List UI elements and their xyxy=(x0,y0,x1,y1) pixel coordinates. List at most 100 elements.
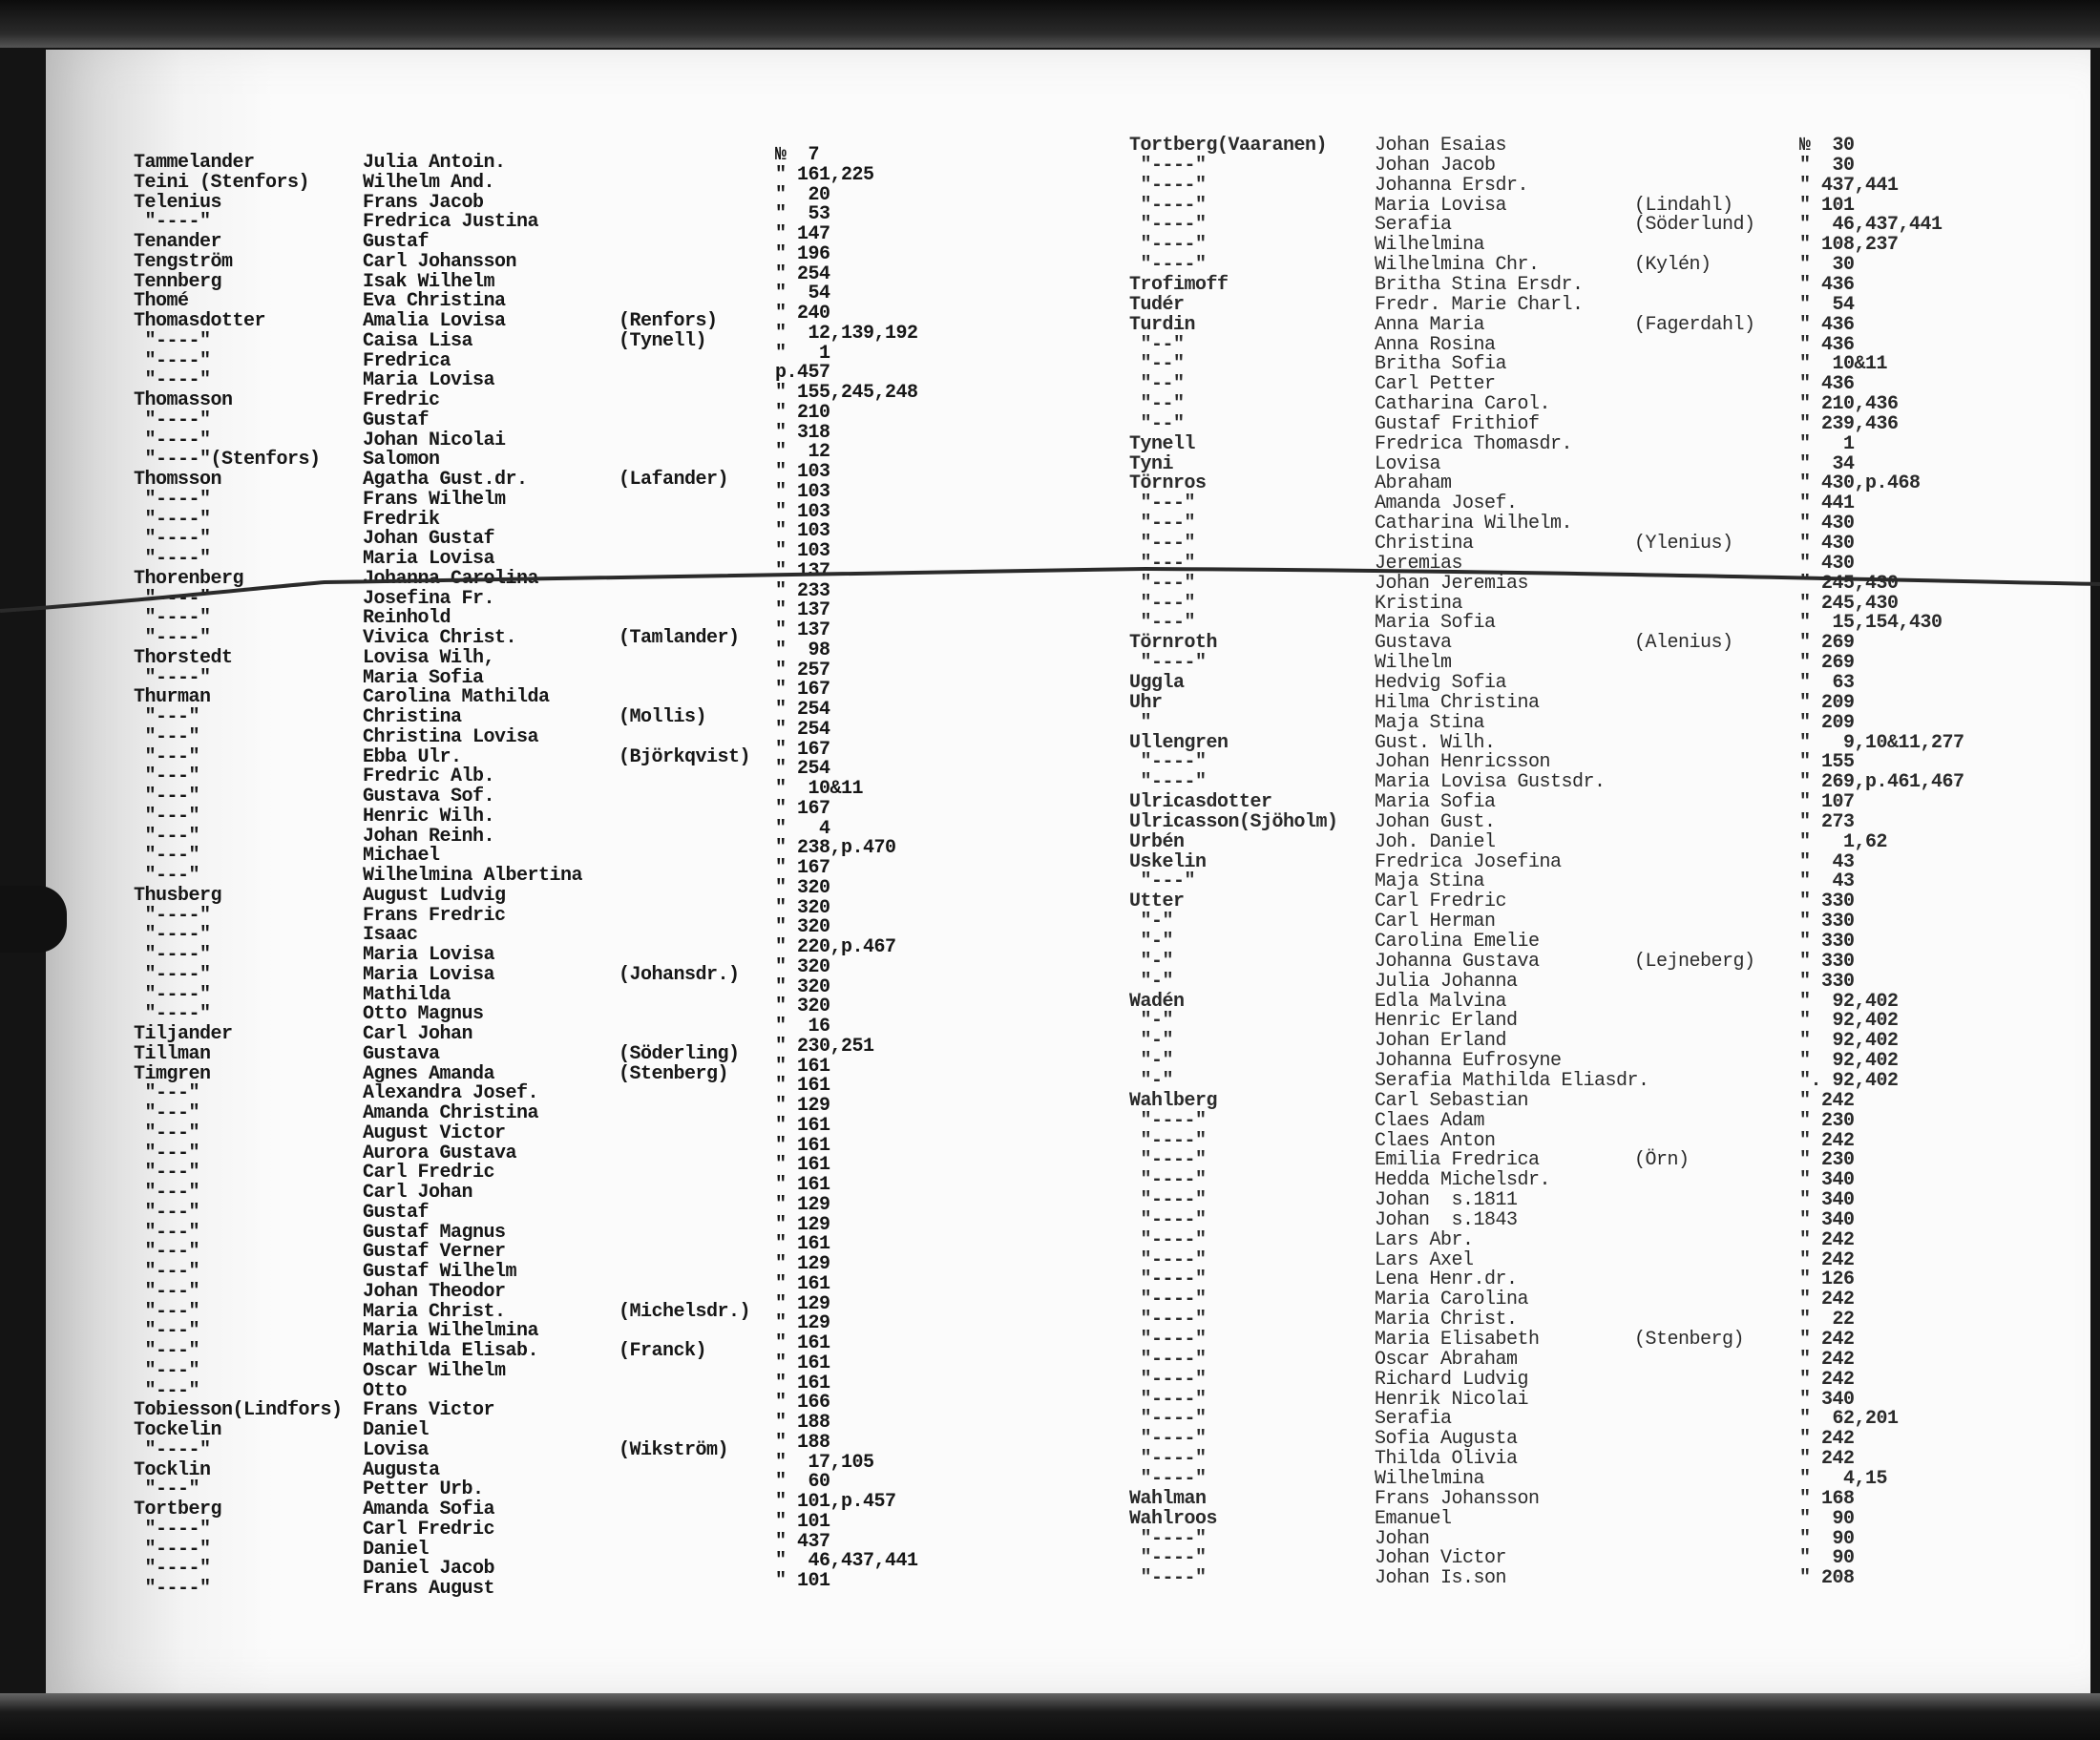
entry-surname: "---" xyxy=(1129,533,1196,555)
entry-ref: " 254 xyxy=(775,699,830,721)
entry-ref: " 46,437,441 xyxy=(1799,214,1942,237)
entry-surname: "---" xyxy=(134,1122,200,1144)
entry-given: Gust. Wilh. xyxy=(1375,731,1496,754)
entry-given: Daniel xyxy=(363,1419,430,1441)
entry-ref: " 12 xyxy=(775,441,830,464)
entry-surname: "----" xyxy=(1129,1428,1208,1451)
entry-ref: " 188 xyxy=(775,1431,830,1454)
entry-ref: " 60 xyxy=(775,1471,830,1494)
entry-given: Otto xyxy=(363,1379,408,1402)
entry-given: Agatha Gust.dr. xyxy=(363,469,528,491)
entry-ref: ". 92,402 xyxy=(1799,1069,1899,1092)
entry-ref: " 330 xyxy=(1799,950,1855,973)
entry-surname: "----" xyxy=(1129,1208,1208,1231)
entry-ref: " 436 xyxy=(1799,273,1855,296)
entry-ref: " 340 xyxy=(1799,1169,1855,1192)
entry-surname: Ullengren xyxy=(1129,731,1228,754)
entry-given: Amanda Josef. xyxy=(1375,493,1518,515)
entry-given: Frans Johansson xyxy=(1375,1487,1540,1510)
entry-given: Frans August xyxy=(363,1578,495,1600)
entry-surname: Törnros xyxy=(1129,472,1207,495)
entry-surname: Uskelin xyxy=(1129,850,1207,873)
entry-note: (Renfors) xyxy=(619,310,718,332)
entry-ref: " 436 xyxy=(1799,333,1855,356)
entry-given: Fredr. Marie Charl. xyxy=(1375,293,1584,316)
entry-note: (Stenberg) xyxy=(1634,1329,1745,1351)
entry-ref: " 167 xyxy=(775,738,830,761)
entry-ref: " 320 xyxy=(775,975,830,998)
entry-ref: " 210,436 xyxy=(1799,393,1899,416)
entry-surname: Tiljander xyxy=(134,1023,233,1045)
entry-given: Isak Wilhelm xyxy=(363,270,495,293)
entry-surname: "----" xyxy=(134,983,212,1006)
entry-ref: " 220,p.467 xyxy=(775,936,896,958)
entry-ref: " 320 xyxy=(775,955,830,978)
entry-given: Wilhelm xyxy=(1375,652,1452,675)
entry-ref: " 155 xyxy=(1799,751,1855,774)
entry-ref: " 129 xyxy=(775,1193,830,1216)
entry-given: Johan Erland xyxy=(1375,1030,1507,1053)
entry-ref: " 46,437,441 xyxy=(775,1550,918,1573)
entry-given: Amalia Lovisa xyxy=(363,310,506,332)
entry-surname: "----" xyxy=(134,211,212,234)
entry-surname: "---" xyxy=(134,805,200,828)
entry-note: (Mollis) xyxy=(619,706,707,728)
entry-surname: "---" xyxy=(134,1201,200,1224)
entry-note: (Lejneberg) xyxy=(1634,950,1755,973)
entry-ref: " 436 xyxy=(1799,313,1855,336)
entry-given: Catharina Wilhelm. xyxy=(1375,513,1573,535)
entry-given: Caisa Lisa xyxy=(363,329,473,352)
entry-surname: Thomasson xyxy=(134,389,233,411)
entry-given: Carolina Mathilda xyxy=(363,686,550,709)
entry-given: Fredric Alb. xyxy=(363,765,495,788)
entry-surname: Wadén xyxy=(1129,990,1185,1013)
entry-ref: " 254 xyxy=(775,758,830,781)
entry-given: Serafia xyxy=(1375,1408,1452,1431)
entry-given: Fredrik xyxy=(363,508,440,531)
entry-surname: Tortberg(Vaaranen) xyxy=(1129,135,1328,157)
entry-ref: " 161 xyxy=(775,1233,830,1256)
entry-given: Maria Lovisa xyxy=(363,548,495,570)
entry-ref: № 7 xyxy=(775,144,820,166)
entry-ref: " 242 xyxy=(1799,1228,1855,1251)
entry-surname: "----" xyxy=(1129,1348,1208,1371)
entry-ref: " 230 xyxy=(1799,1149,1855,1172)
entry-surname: "----" xyxy=(1129,1329,1208,1351)
entry-given: Gustava Sof. xyxy=(363,786,495,807)
entry-ref: " 103 xyxy=(775,520,830,543)
entry-ref: " 161 xyxy=(775,1174,830,1196)
entry-ref: " 273 xyxy=(1799,810,1855,833)
entry-given: Frans Jacob xyxy=(363,191,484,214)
entry-ref: " 242 xyxy=(1799,1089,1855,1112)
entry-ref: " 101 xyxy=(1799,194,1855,217)
entry-surname: "---" xyxy=(134,865,200,887)
entry-given: Lena Henr.dr. xyxy=(1375,1268,1518,1291)
entry-surname: "---" xyxy=(134,1221,200,1244)
entry-surname: Tortberg xyxy=(134,1499,222,1520)
entry-note: (Björkqvist) xyxy=(619,745,751,768)
entry-ref: " 430 xyxy=(1799,513,1855,535)
entry-surname: "---" xyxy=(1129,513,1196,535)
entry-surname: "---" xyxy=(1129,572,1196,595)
entry-ref: " 129 xyxy=(775,1213,830,1236)
entry-given: Catharina Carol. xyxy=(1375,393,1551,416)
entry-ref: " 90 xyxy=(1799,1527,1855,1550)
entry-given: Maria Elisabeth xyxy=(1375,1329,1540,1351)
entry-surname: "--" xyxy=(1129,373,1186,396)
entry-given: Maria Lovisa xyxy=(363,944,495,966)
entry-given: Johan Victor xyxy=(1375,1547,1507,1570)
entry-surname: "----" xyxy=(1129,1268,1208,1291)
entry-ref: " 16 xyxy=(775,1016,830,1038)
entry-given: Johanna Ersdr. xyxy=(1375,174,1529,197)
entry-given: Gustaf xyxy=(363,409,430,431)
entry-surname: "---" xyxy=(1129,612,1196,635)
entry-given: Frans Fredric xyxy=(363,904,506,927)
entry-ref: " 238,p.470 xyxy=(775,837,896,860)
entry-given: Carl Fredric xyxy=(1375,891,1507,913)
entry-surname: "-" xyxy=(1129,931,1174,953)
entry-given: Christina xyxy=(1375,533,1474,555)
entry-ref: " 129 xyxy=(775,1253,830,1275)
entry-surname: "----" xyxy=(134,528,212,551)
entry-ref: " 107 xyxy=(1799,791,1855,814)
entry-surname: "-" xyxy=(1129,950,1174,973)
